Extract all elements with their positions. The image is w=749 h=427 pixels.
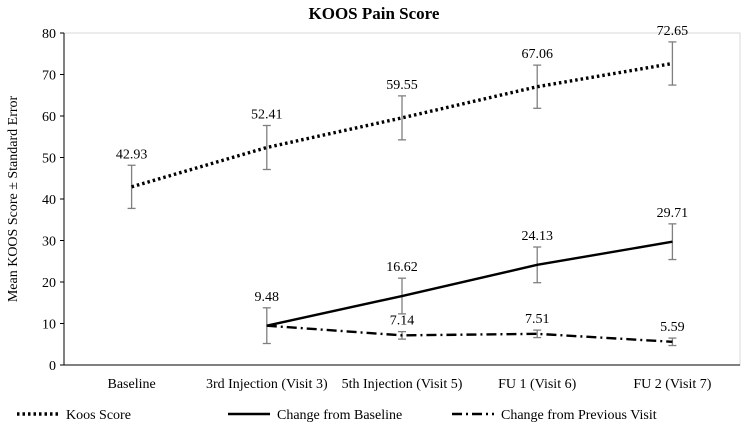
legend-label: Change from Baseline [277, 408, 402, 423]
x-tick-label: Baseline [107, 377, 155, 392]
legend-label: Koos Score [66, 408, 131, 423]
data-label: 9.48 [255, 290, 280, 305]
y-tick-label: 50 [42, 152, 56, 167]
series-line [266, 324, 673, 343]
y-tick-label: 10 [42, 318, 56, 333]
series-lines [131, 61, 673, 343]
data-label: 59.55 [386, 78, 418, 93]
y-tick-label: 40 [42, 193, 56, 208]
data-label: 42.93 [116, 147, 148, 162]
series-line [266, 240, 673, 327]
y-tick-label: 60 [42, 110, 56, 125]
y-tick-label: 70 [42, 69, 56, 84]
legend-label: Change from Previous Visit [501, 408, 657, 423]
legend: Koos Score Change from Baseline Change fro… [17, 408, 657, 423]
data-labels: 42.93 52.41 59.55 67.06 72.65 9.48 16.62 24.13 2… [116, 24, 688, 335]
x-tick-label: 3rd Injection (Visit 3) [206, 377, 328, 392]
data-label: 7.14 [390, 314, 415, 329]
data-label: 7.51 [525, 312, 550, 327]
data-label: 29.71 [657, 206, 689, 221]
y-tick-label: 0 [49, 359, 56, 374]
x-tick-label: FU 1 (Visit 6) [498, 377, 576, 392]
series-line [131, 61, 673, 189]
data-label: 16.62 [386, 260, 418, 275]
data-label: 72.65 [657, 24, 689, 39]
y-tick-label: 80 [42, 27, 56, 42]
x-tick-label: 5th Injection (Visit 5) [342, 377, 463, 392]
chart-title: KOOS Pain Score [309, 4, 440, 23]
data-label: 52.41 [251, 108, 283, 123]
y-tick-label: 20 [42, 276, 56, 291]
data-label: 5.59 [660, 320, 685, 335]
y-tick-label: 30 [42, 235, 56, 250]
x-tick-label: FU 2 (Visit 7) [633, 377, 711, 392]
x-axis-ticks: Baseline 3rd Injection (Visit 3) 5th Injec… [107, 377, 711, 392]
y-axis-ticks: 0 10 20 30 40 50 60 70 80 [42, 27, 64, 374]
data-label: 24.13 [521, 229, 553, 244]
data-label: 67.06 [521, 47, 553, 62]
y-axis-label: Mean KOOS Score ± Standard Error [6, 95, 21, 302]
